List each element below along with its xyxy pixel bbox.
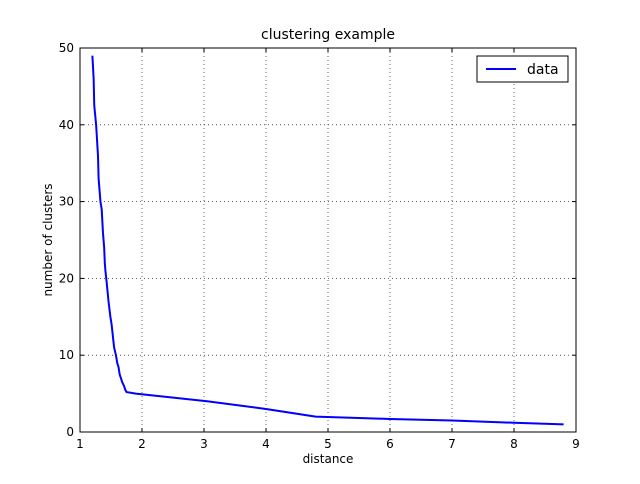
legend: data (476, 55, 569, 83)
x-tick-label: 9 (572, 437, 580, 451)
x-tick-label: 6 (386, 437, 394, 451)
x-tick-label: 5 (324, 437, 332, 451)
x-tick-label: 2 (138, 437, 146, 451)
series-line-data (91, 55, 564, 426)
y-tick-label: 10 (59, 348, 74, 362)
x-tick-label: 8 (510, 437, 518, 451)
series-layer (91, 55, 564, 426)
x-tick-label: 3 (200, 437, 208, 451)
x-tick-label: 1 (76, 437, 84, 451)
y-tick-label: 0 (66, 425, 74, 439)
x-tick-label: 7 (448, 437, 456, 451)
y-tick-label: 30 (59, 195, 74, 209)
y-tick-label: 20 (59, 271, 74, 285)
legend-label-data: data (527, 62, 559, 78)
x-tick-label: 4 (262, 437, 270, 451)
y-tick-label: 40 (59, 118, 74, 132)
chart-title: clustering example (261, 27, 395, 43)
y-tick-labels: 0 10 20 30 40 50 (59, 41, 74, 439)
y-axis-label: number of clusters (41, 183, 55, 296)
y-tick-label: 50 (59, 41, 74, 55)
grid-lines (80, 48, 576, 432)
axis-ticks (79, 47, 577, 433)
x-axis-label: distance (303, 452, 354, 466)
x-tick-labels: 1 2 3 4 5 6 7 8 9 (76, 437, 580, 451)
